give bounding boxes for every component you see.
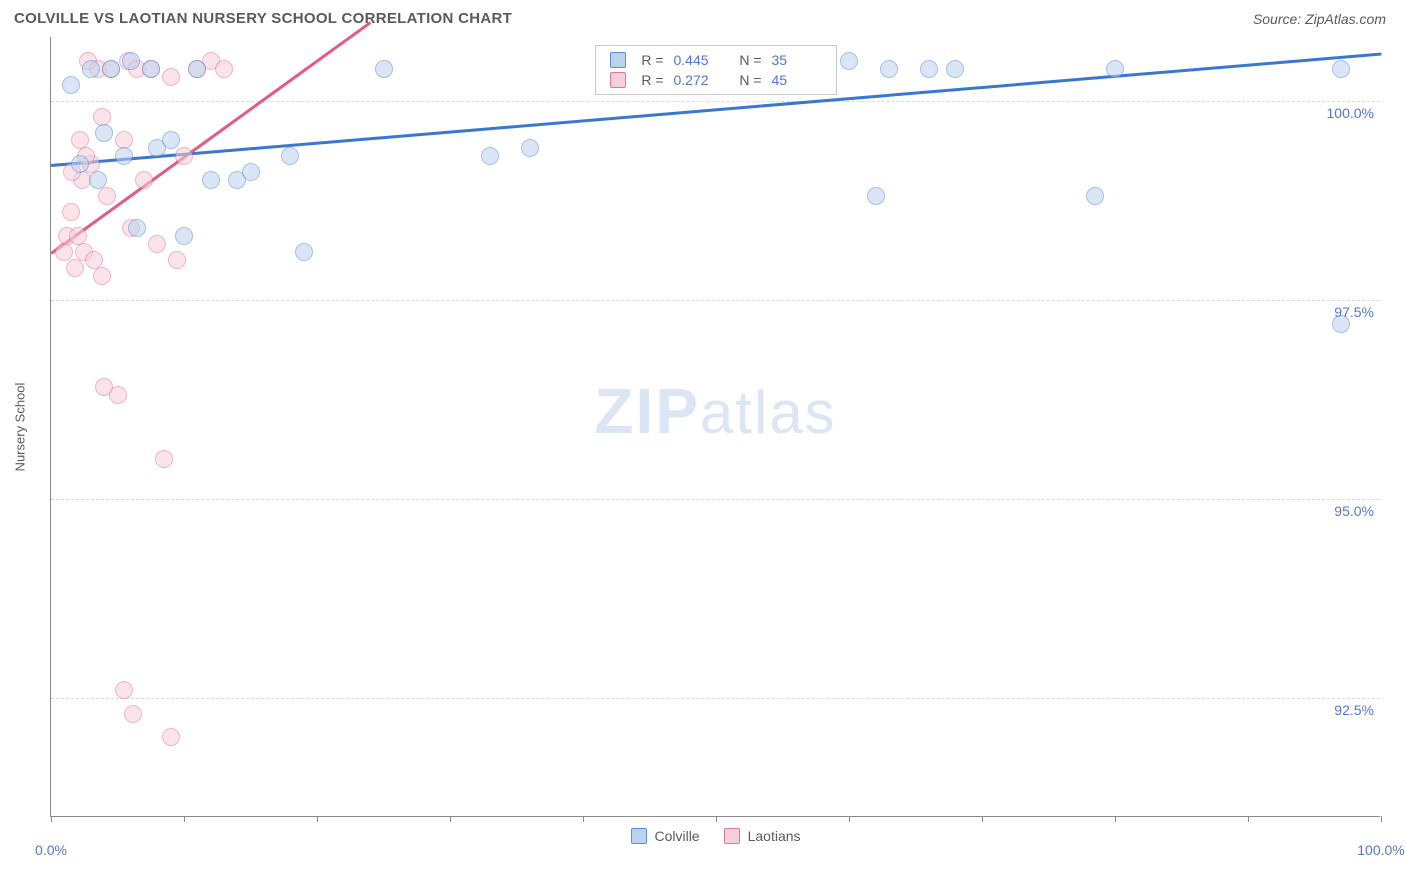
stats-box: R = 0.445 N = 35 R = 0.272 N = 45	[595, 45, 837, 95]
point-pink	[135, 171, 153, 189]
point-blue	[202, 171, 220, 189]
stat-n-laotians: 45	[772, 72, 822, 88]
ytick-label: 92.5%	[1334, 702, 1374, 718]
point-pink	[115, 681, 133, 699]
point-blue	[481, 147, 499, 165]
chart-title: COLVILLE VS LAOTIAN NURSERY SCHOOL CORRE…	[14, 10, 512, 27]
stat-n-label: N =	[734, 52, 762, 68]
point-blue	[880, 60, 898, 78]
legend-item-laotians: Laotians	[724, 828, 801, 844]
point-blue	[142, 60, 160, 78]
point-pink	[124, 705, 142, 723]
y-axis-label: Nursery School	[13, 383, 28, 472]
point-blue	[1332, 60, 1350, 78]
point-blue	[71, 155, 89, 173]
x-axis-ticks	[51, 816, 1380, 822]
point-blue	[1086, 187, 1104, 205]
point-pink	[93, 267, 111, 285]
point-blue	[1106, 60, 1124, 78]
point-blue	[115, 147, 133, 165]
point-blue	[867, 187, 885, 205]
watermark-zip: ZIP	[594, 375, 700, 447]
swatch-laotians	[610, 72, 626, 88]
ytick-label: 100.0%	[1327, 105, 1374, 121]
source-prefix: Source:	[1253, 11, 1305, 27]
xtick-label: 0.0%	[35, 842, 67, 858]
point-blue	[95, 124, 113, 142]
xtick	[450, 816, 451, 822]
point-blue	[128, 219, 146, 237]
point-pink	[162, 68, 180, 86]
gridline-h	[51, 101, 1380, 102]
xtick	[716, 816, 717, 822]
xtick	[583, 816, 584, 822]
stat-r-label: R =	[636, 72, 664, 88]
xtick-label: 100.0%	[1357, 842, 1404, 858]
point-pink	[66, 259, 84, 277]
point-blue	[188, 60, 206, 78]
point-pink	[98, 187, 116, 205]
point-blue	[375, 60, 393, 78]
xtick	[982, 816, 983, 822]
point-pink	[148, 235, 166, 253]
point-blue	[122, 52, 140, 70]
stat-r-laotians: 0.272	[674, 72, 724, 88]
legend-swatch-colville	[630, 828, 646, 844]
legend-label-laotians: Laotians	[748, 828, 801, 844]
point-pink	[215, 60, 233, 78]
xtick	[51, 816, 52, 822]
gridline-h	[51, 499, 1380, 500]
xtick	[1248, 816, 1249, 822]
point-pink	[55, 243, 73, 261]
stat-n-label: N =	[734, 72, 762, 88]
point-blue	[521, 139, 539, 157]
xtick	[184, 816, 185, 822]
swatch-colville	[610, 52, 626, 68]
chart-source: Source: ZipAtlas.com	[1253, 11, 1386, 27]
stat-r-label: R =	[636, 52, 664, 68]
source-name: ZipAtlas.com	[1305, 11, 1386, 27]
chart-wrap: Nursery School ZIPatlas R = 0.445 N = 35…	[30, 37, 1386, 817]
legend-label-colville: Colville	[654, 828, 699, 844]
legend-swatch-laotians	[724, 828, 740, 844]
point-blue	[1332, 315, 1350, 333]
point-pink	[109, 386, 127, 404]
xtick	[1381, 816, 1382, 822]
watermark: ZIPatlas	[594, 374, 836, 448]
point-blue	[102, 60, 120, 78]
gridline-h	[51, 300, 1380, 301]
watermark-atlas: atlas	[700, 379, 837, 446]
point-blue	[295, 243, 313, 261]
chart-header: COLVILLE VS LAOTIAN NURSERY SCHOOL CORRE…	[0, 0, 1406, 37]
scatter-plot: ZIPatlas R = 0.445 N = 35 R = 0.272 N = …	[50, 37, 1380, 817]
legend: Colville Laotians	[630, 828, 800, 844]
point-blue	[89, 171, 107, 189]
stat-r-colville: 0.445	[674, 52, 724, 68]
gridline-h	[51, 698, 1380, 699]
point-pink	[175, 147, 193, 165]
point-blue	[281, 147, 299, 165]
xtick	[317, 816, 318, 822]
point-blue	[62, 76, 80, 94]
point-blue	[175, 227, 193, 245]
point-blue	[946, 60, 964, 78]
point-blue	[840, 52, 858, 70]
xtick	[849, 816, 850, 822]
ytick-label: 95.0%	[1334, 503, 1374, 519]
point-blue	[920, 60, 938, 78]
stats-row-colville: R = 0.445 N = 35	[596, 50, 836, 70]
stat-n-colville: 35	[772, 52, 822, 68]
legend-item-colville: Colville	[630, 828, 699, 844]
point-blue	[242, 163, 260, 181]
point-blue	[162, 131, 180, 149]
point-pink	[155, 450, 173, 468]
point-blue	[82, 60, 100, 78]
stats-row-laotians: R = 0.272 N = 45	[596, 70, 836, 90]
point-pink	[62, 203, 80, 221]
xtick	[1115, 816, 1116, 822]
point-pink	[162, 728, 180, 746]
point-pink	[168, 251, 186, 269]
